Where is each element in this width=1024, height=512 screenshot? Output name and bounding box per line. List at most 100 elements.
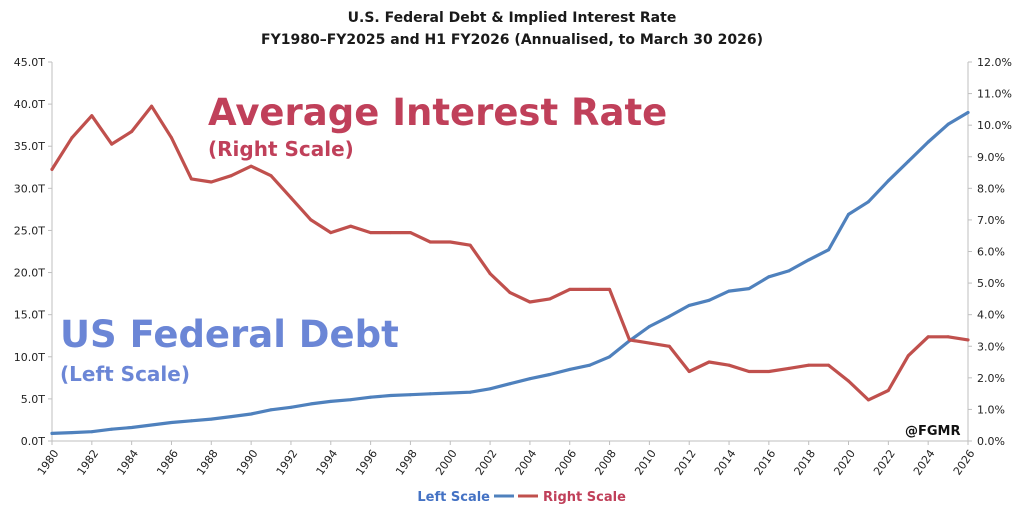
interest-rate-point (90, 114, 94, 118)
right-tick-label: 12.0% (977, 56, 1012, 69)
interest-rate-point (926, 335, 930, 339)
interest-rate-point (767, 370, 771, 373)
federal-debt-point (946, 122, 950, 126)
right-tick-label: 10.0% (977, 119, 1012, 132)
federal-debt-point (428, 392, 432, 396)
interest-rate-point (687, 370, 691, 373)
federal-debt-point (827, 248, 831, 252)
interest-rate-point (229, 174, 233, 178)
interest-rate-point (249, 164, 253, 168)
legend: Left Scale Right Scale (417, 490, 626, 505)
interest-rate-point (448, 240, 452, 244)
plot-area: 0.0T 5.0T 10.0T 15.0T 20.0T 25.0T 30.0T 35.0T 40… (14, 56, 1012, 478)
interest-rate-point (408, 231, 412, 235)
federal-debt-point (807, 258, 811, 262)
federal-debt-point (727, 289, 731, 293)
left-tick-label: 30.0T (14, 182, 45, 195)
right-tick-label: 1.0% (977, 403, 1005, 416)
federal-debt-point (329, 399, 333, 403)
left-tick-label: 5.0T (21, 393, 45, 406)
interest-rate-point (389, 231, 392, 235)
right-tick-label: 3.0% (977, 340, 1005, 353)
interest-rate-point (528, 300, 532, 304)
interest-rate-point (428, 240, 432, 244)
federal-debt-point (966, 111, 970, 114)
x-tick-label: 1980 (35, 447, 62, 477)
interest-rate-point (588, 287, 592, 291)
federal-debt-point (110, 427, 114, 431)
left-tick-label: 25.0T (14, 224, 45, 237)
x-tick-label: 1994 (314, 447, 341, 477)
series-lines (50, 104, 970, 435)
interest-rate-point (508, 291, 512, 295)
federal-debt-point (130, 426, 134, 429)
annotation-federal-debt-scale: (Left Scale) (60, 362, 190, 386)
federal-debt-point (408, 393, 412, 397)
interest-rate-point (707, 360, 711, 364)
interest-rate-point (130, 130, 134, 133)
x-tick-label: 1982 (75, 447, 102, 477)
interest-rate-point (309, 218, 313, 222)
x-tick-label: 1998 (393, 447, 420, 477)
x-tick-label: 2012 (672, 447, 699, 477)
x-tick-label: 1984 (114, 447, 141, 477)
federal-debt-point (667, 314, 671, 318)
federal-debt-point (926, 140, 930, 144)
x-tick-label: 2022 (871, 447, 898, 477)
annotation-interest-rate-scale: (Right Scale) (208, 137, 354, 161)
federal-debt-point (309, 402, 313, 406)
federal-debt-point (150, 423, 154, 427)
federal-debt-point (847, 212, 850, 216)
interest-rate-point (966, 338, 970, 342)
interest-rate-point (369, 231, 373, 235)
federal-debt-point (528, 377, 532, 381)
left-tick-label: 10.0T (14, 351, 45, 364)
interest-rate-point (847, 379, 850, 383)
interest-rate-point (787, 366, 791, 370)
x-tick-label: 2026 (951, 447, 978, 477)
interest-rate-point (289, 196, 293, 200)
federal-debt-point (50, 431, 54, 435)
x-axis-ticks: 1980 1982 1984 1986 1988 1990 1992 1994 1996 1998… (35, 441, 978, 478)
federal-debt-point (608, 355, 612, 359)
interest-rate-point (747, 370, 751, 373)
federal-debt-point (548, 373, 552, 376)
interest-rate-point (608, 287, 612, 291)
federal-debt-point (588, 363, 592, 367)
x-tick-label: 2016 (752, 447, 779, 477)
legend-left-label: Left Scale (417, 490, 490, 505)
federal-debt-point (70, 431, 74, 435)
right-tick-label: 11.0% (977, 88, 1012, 101)
right-axis-ticks: 0.0% 1.0% 2.0% 3.0% 4.0% 5.0% 6.0% 7.0% 8.0% 9.0%… (968, 56, 1012, 448)
interest-rate-point (568, 287, 572, 291)
x-tick-label: 1988 (194, 447, 221, 477)
x-tick-label: 2008 (592, 447, 619, 477)
x-tick-label: 1992 (274, 447, 301, 477)
federal-debt-point (687, 303, 691, 307)
federal-debt-point (289, 405, 293, 409)
legend-right-label: Right Scale (543, 490, 626, 505)
right-tick-label: 0.0% (977, 435, 1005, 448)
federal-debt-point (269, 408, 273, 412)
x-tick-label: 2010 (632, 447, 659, 477)
x-tick-label: 2002 (473, 447, 500, 477)
federal-debt-point (707, 298, 711, 302)
x-tick-label: 1986 (154, 447, 181, 477)
annotation-federal-debt: US Federal Debt (60, 313, 399, 356)
right-tick-label: 4.0% (977, 309, 1005, 322)
interest-rate-point (946, 335, 950, 339)
interest-rate-point (548, 297, 552, 301)
federal-debt-point (508, 382, 512, 386)
chart-subtitle: FY1980–FY2025 and H1 FY2026 (Annualised,… (261, 32, 763, 48)
right-tick-label: 5.0% (977, 277, 1005, 290)
left-tick-label: 45.0T (14, 56, 45, 69)
interest-rate-point (488, 272, 492, 276)
x-tick-label: 2000 (433, 447, 460, 477)
x-tick-label: 2018 (791, 447, 818, 477)
federal-debt-point (488, 387, 492, 391)
federal-debt-point (90, 430, 94, 434)
federal-debt-point (170, 421, 173, 424)
federal-debt-point (568, 367, 572, 371)
x-tick-label: 2020 (831, 447, 858, 477)
federal-debt-point (747, 287, 751, 291)
